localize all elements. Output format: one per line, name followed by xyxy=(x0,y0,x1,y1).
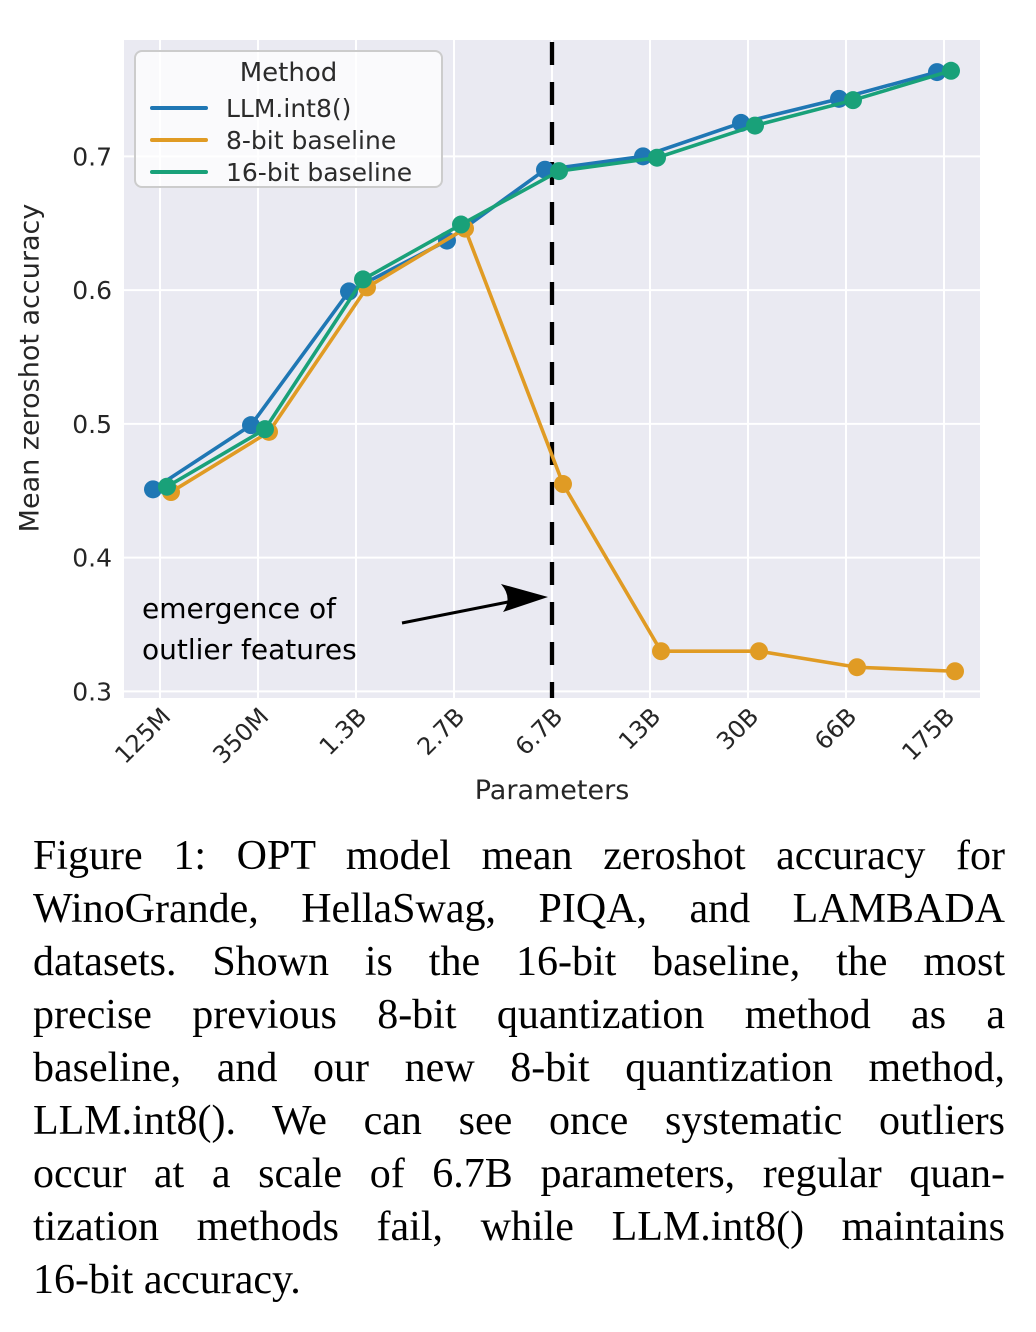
annotation-emergence: emergence of outlier features xyxy=(142,588,357,670)
svg-text:1.3B: 1.3B xyxy=(314,702,372,760)
series-16bit-baseline-marker xyxy=(550,162,568,181)
svg-text:175B: 175B xyxy=(896,702,960,766)
series-16bit-baseline-marker xyxy=(158,477,176,496)
svg-text:350M: 350M xyxy=(207,702,274,769)
svg-text:0.3: 0.3 xyxy=(72,677,112,706)
legend-item-8bit-baseline: 8-bit baseline xyxy=(150,124,427,156)
svg-text:0.7: 0.7 xyxy=(72,142,112,171)
16bit-baseline-line-swatch xyxy=(150,170,208,174)
series-16bit-baseline-marker xyxy=(648,148,666,167)
svg-text:0.5: 0.5 xyxy=(72,410,112,439)
caption-line: occur at a scale of 6.7B parameters, reg… xyxy=(33,1151,1005,1197)
caption-line: WinoGrande, HellaSwag, PIQA, and LAMBADA xyxy=(33,886,1005,932)
caption-line: 16-bit accuracy. xyxy=(33,1257,301,1303)
series-8bit-baseline-marker xyxy=(750,642,768,661)
svg-text:0.4: 0.4 xyxy=(72,544,112,573)
svg-text:13B: 13B xyxy=(613,702,666,755)
svg-text:6.7B: 6.7B xyxy=(510,702,568,760)
caption-line: LLM.int8(). We can see once systematic o… xyxy=(33,1098,1005,1144)
legend: Method LLM.int8() 8-bit baseline 16-bit … xyxy=(134,50,443,188)
annotation-line-1: emergence of xyxy=(142,592,337,625)
caption-line: Figure 1: OPT model mean zeroshot accura… xyxy=(33,833,1005,879)
caption-line: baseline, and our new 8-bit quantization… xyxy=(33,1045,1005,1091)
svg-text:30B: 30B xyxy=(711,702,764,755)
series-16bit-baseline-marker xyxy=(354,270,372,289)
y-axis-label: Mean zeroshot accuracy xyxy=(14,203,46,533)
series-8bit-baseline-marker xyxy=(946,662,964,681)
legend-item-16bit-baseline: 16-bit baseline xyxy=(150,156,427,188)
svg-text:125M: 125M xyxy=(109,702,176,769)
series-8bit-baseline-marker xyxy=(848,658,866,677)
series-llm-int8 xyxy=(144,63,946,499)
legend-label: LLM.int8() xyxy=(226,93,352,123)
annotation-line-2: outlier features xyxy=(142,633,357,666)
svg-text:0.6: 0.6 xyxy=(72,276,112,305)
llm-int8-line-swatch xyxy=(150,106,208,110)
svg-text:2.7B: 2.7B xyxy=(412,702,470,760)
legend-item-llm-int8: LLM.int8() xyxy=(150,92,427,124)
series-8bit-baseline-marker xyxy=(652,642,670,661)
series-8bit-baseline-marker xyxy=(554,475,572,494)
8bit-baseline-line-swatch xyxy=(150,138,208,142)
x-tick-labels: 125M 350M 1.3B 2.7B 6.7B 13B 30B 66B 175B xyxy=(109,702,960,769)
series-16bit-baseline-marker xyxy=(844,91,862,110)
series-llm-int8-marker xyxy=(242,416,260,435)
chart-area: 0.3 0.4 0.5 0.6 0.7 125M 350M 1.3B 2.7B 6.7B 13B 30… xyxy=(14,40,980,806)
caption-line: precise previous 8-bit quantization meth… xyxy=(33,992,1005,1038)
series-16bit-baseline-marker xyxy=(256,420,274,439)
series-16bit-baseline-marker xyxy=(746,116,764,135)
y-tick-labels: 0.3 0.4 0.5 0.6 0.7 xyxy=(72,142,112,706)
figure-caption: Figure 1: OPT model mean zeroshot accura… xyxy=(33,830,1005,1307)
legend-title: Method xyxy=(239,58,338,88)
legend-label: 8-bit baseline xyxy=(226,125,397,155)
caption-line: tization methods fail, while LLM.int8() … xyxy=(33,1204,1005,1250)
x-axis-label: Parameters xyxy=(474,775,630,806)
annotation-arrow xyxy=(401,584,548,625)
series-llm-int8-marker xyxy=(144,480,162,499)
legend-label: 16-bit baseline xyxy=(226,157,413,187)
caption-line: datasets. Shown is the 16-bit baseline, … xyxy=(33,939,1005,985)
series-16bit-baseline xyxy=(158,61,960,496)
series-16bit-baseline-marker xyxy=(942,61,960,80)
series-16bit-baseline-marker xyxy=(452,215,470,234)
svg-text:66B: 66B xyxy=(809,702,862,755)
